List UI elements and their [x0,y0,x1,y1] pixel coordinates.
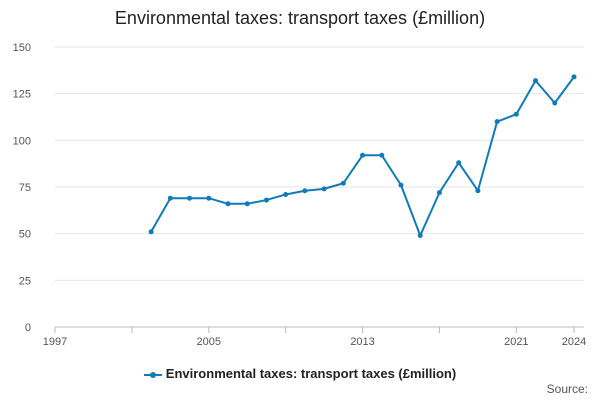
legend-line-icon [143,370,162,380]
gridlines [55,46,584,328]
x-tick-label: 1997 [43,336,67,348]
legend-label: Environmental taxes: transport taxes (£m… [165,366,457,381]
data-point[interactable] [552,100,558,106]
data-point[interactable] [379,152,385,158]
data-point[interactable] [187,195,193,201]
data-point[interactable] [244,201,250,207]
data-point[interactable] [571,74,577,80]
data-point[interactable] [225,201,231,207]
x-tick-label: 2021 [504,336,528,348]
y-tick-label: 50 [19,229,31,241]
source-label: Source: [546,382,588,396]
data-point[interactable] [533,78,539,84]
data-point[interactable] [456,160,462,166]
data-point[interactable] [494,119,500,125]
y-tick-label: 75 [19,182,31,194]
data-point[interactable] [206,195,212,201]
legend[interactable]: Environmental taxes: transport taxes (£m… [0,366,600,381]
x-tick-label: 2013 [350,336,374,348]
data-point[interactable] [321,186,327,192]
x-axis: 1997 2005 2013 2021 2024 [43,327,586,348]
data-point[interactable] [148,229,154,235]
data-point[interactable] [263,197,269,203]
data-point[interactable] [302,188,308,194]
data-point[interactable] [340,180,346,186]
data-point[interactable] [167,195,173,201]
data-point[interactable] [475,188,481,194]
x-tick-label: 2005 [197,336,221,348]
y-axis-ticks: 0 25 50 75 100 125 150 [13,42,31,334]
y-tick-label: 125 [13,89,31,101]
y-tick-label: 100 [13,135,31,147]
data-point[interactable] [417,233,423,239]
data-point[interactable] [283,191,289,197]
data-point[interactable] [398,182,404,188]
data-point[interactable] [513,111,519,117]
data-point[interactable] [360,152,366,158]
series-layer [148,74,577,239]
y-tick-label: 0 [25,322,31,334]
y-tick-label: 150 [13,42,31,54]
x-tick-label: 2024 [562,336,586,348]
data-point[interactable] [436,190,442,196]
chart-title: Environmental taxes: transport taxes (£m… [114,8,486,28]
y-tick-label: 25 [19,275,31,287]
